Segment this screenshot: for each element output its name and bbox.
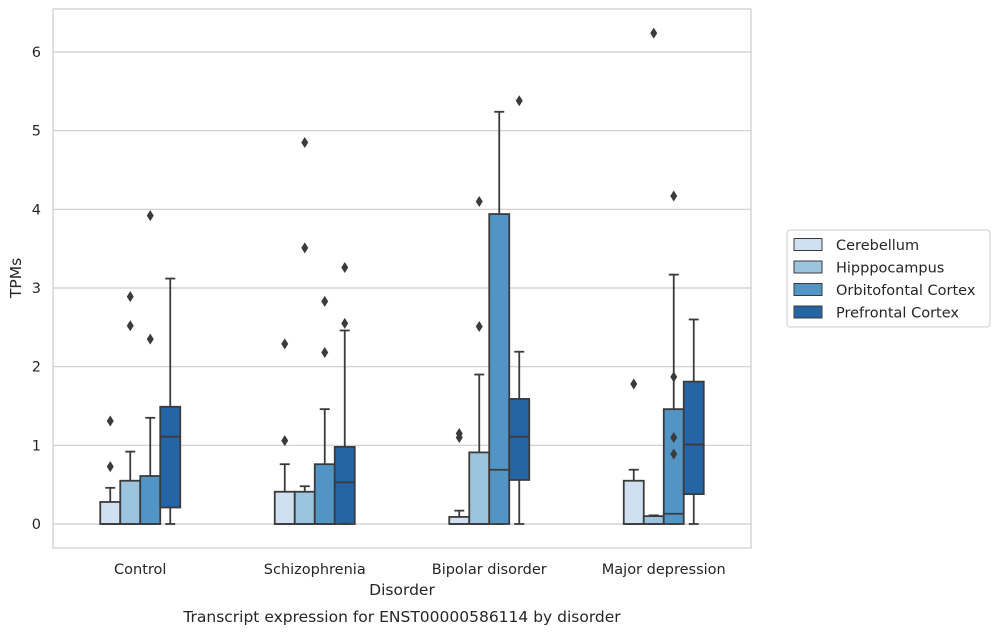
x-tick-label: Bipolar disorder xyxy=(432,562,547,578)
x-tick-label: Major depression xyxy=(602,562,726,578)
box-iqr xyxy=(333,446,356,525)
outlier-point xyxy=(321,347,329,359)
gridlines xyxy=(53,51,751,525)
box-cerebellum-0 xyxy=(99,415,122,525)
x-axis-title: Disorder xyxy=(369,581,435,599)
outlier-point xyxy=(106,415,114,427)
y-tick-label: 3 xyxy=(32,281,41,297)
plot-frame xyxy=(52,8,752,549)
x-tick-label: Control xyxy=(114,562,166,578)
legend-swatch xyxy=(793,283,823,296)
box-iqr xyxy=(313,463,336,525)
box-iqr xyxy=(139,475,162,525)
box-iqr xyxy=(488,213,511,525)
outlier-point xyxy=(106,461,114,473)
legend-item: Cerebellum xyxy=(793,238,919,254)
x-tick-label: Schizophrenia xyxy=(264,562,366,578)
outlier-point xyxy=(126,291,134,303)
legend-label: Hipppocampus xyxy=(836,261,944,277)
y-axis-title: TPMs xyxy=(7,258,25,299)
outlier-point xyxy=(670,190,678,202)
y-tick-label: 5 xyxy=(32,124,41,140)
box-orbitofontal-cortex-1 xyxy=(313,295,336,525)
box-hipppocampus-1 xyxy=(293,136,316,525)
y-tick-label: 0 xyxy=(32,517,41,533)
x-tick-labels: Control Schizophrenia Bipolar disorder Majo… xyxy=(114,562,726,578)
box-prefrontal-cortex-1 xyxy=(333,262,356,525)
box-iqr xyxy=(508,398,531,481)
box-iqr xyxy=(159,405,182,509)
outlier-point xyxy=(341,262,349,274)
outlier-point xyxy=(630,378,638,390)
outlier-point xyxy=(670,431,678,443)
legend: Cerebellum Hipppocampus Orbitofontal Corte… xyxy=(786,229,991,328)
box-cerebellum-3 xyxy=(622,378,645,525)
outlier-point xyxy=(281,435,289,447)
box-cerebellum-1 xyxy=(273,338,296,525)
legend-swatch xyxy=(793,305,823,319)
y-tick-label: 1 xyxy=(32,438,41,454)
legend-swatch xyxy=(793,260,823,274)
outlier-point xyxy=(281,338,289,350)
y-tick-label: 6 xyxy=(32,45,41,61)
box-orbitofontal-cortex-2 xyxy=(488,110,511,525)
box-hipppocampus-2 xyxy=(468,195,491,525)
outlier-point xyxy=(515,95,523,107)
legend-item: Prefrontal Cortex xyxy=(793,305,959,322)
y-tick-labels: 0 1 2 3 4 5 6 xyxy=(32,45,41,533)
box-hipppocampus-0 xyxy=(119,291,142,525)
y-tick-label: 2 xyxy=(32,360,41,376)
outlier-point xyxy=(321,295,329,307)
box-prefrontal-cortex-2 xyxy=(508,95,531,525)
outlier-point xyxy=(670,448,678,460)
box-prefrontal-cortex-3 xyxy=(682,318,705,525)
outlier-point xyxy=(475,195,483,207)
box-orbitofontal-cortex-0 xyxy=(139,210,162,525)
box-iqr xyxy=(682,380,705,496)
box-orbitofontal-cortex-3 xyxy=(662,190,685,525)
legend-label: Prefrontal Cortex xyxy=(836,306,959,322)
box-iqr xyxy=(662,408,685,525)
box-iqr xyxy=(622,479,645,525)
outlier-point xyxy=(146,333,154,345)
chart-caption: Transcript expression for ENST0000058611… xyxy=(182,608,621,626)
box-prefrontal-cortex-0 xyxy=(159,277,182,525)
legend-frame xyxy=(786,229,991,328)
outlier-point xyxy=(670,371,678,383)
legend-item: Hipppocampus xyxy=(793,260,944,277)
box-cerebellum-2 xyxy=(448,428,471,525)
y-tick-label: 4 xyxy=(32,202,41,218)
outlier-point xyxy=(455,428,463,440)
box-iqr xyxy=(119,479,142,525)
box-iqr xyxy=(448,516,471,525)
box-iqr xyxy=(99,501,122,525)
box-iqr xyxy=(293,490,316,525)
legend-label: Orbitofontal Cortex xyxy=(836,283,976,299)
legend-item: Orbitofontal Cortex xyxy=(793,283,976,299)
outlier-point xyxy=(126,320,134,332)
outlier-point xyxy=(301,136,309,148)
box-iqr xyxy=(273,490,296,525)
outlier-point xyxy=(341,317,349,329)
box-hipppocampus-3 xyxy=(642,27,665,525)
outlier-point xyxy=(475,321,483,333)
outlier-point xyxy=(650,27,658,39)
legend-label: Cerebellum xyxy=(836,238,919,254)
legend-swatch xyxy=(793,238,823,251)
box-iqr xyxy=(468,451,491,525)
outlier-point xyxy=(301,242,309,254)
boxes xyxy=(99,27,705,525)
outlier-point xyxy=(146,210,154,222)
box-iqr xyxy=(642,515,665,525)
